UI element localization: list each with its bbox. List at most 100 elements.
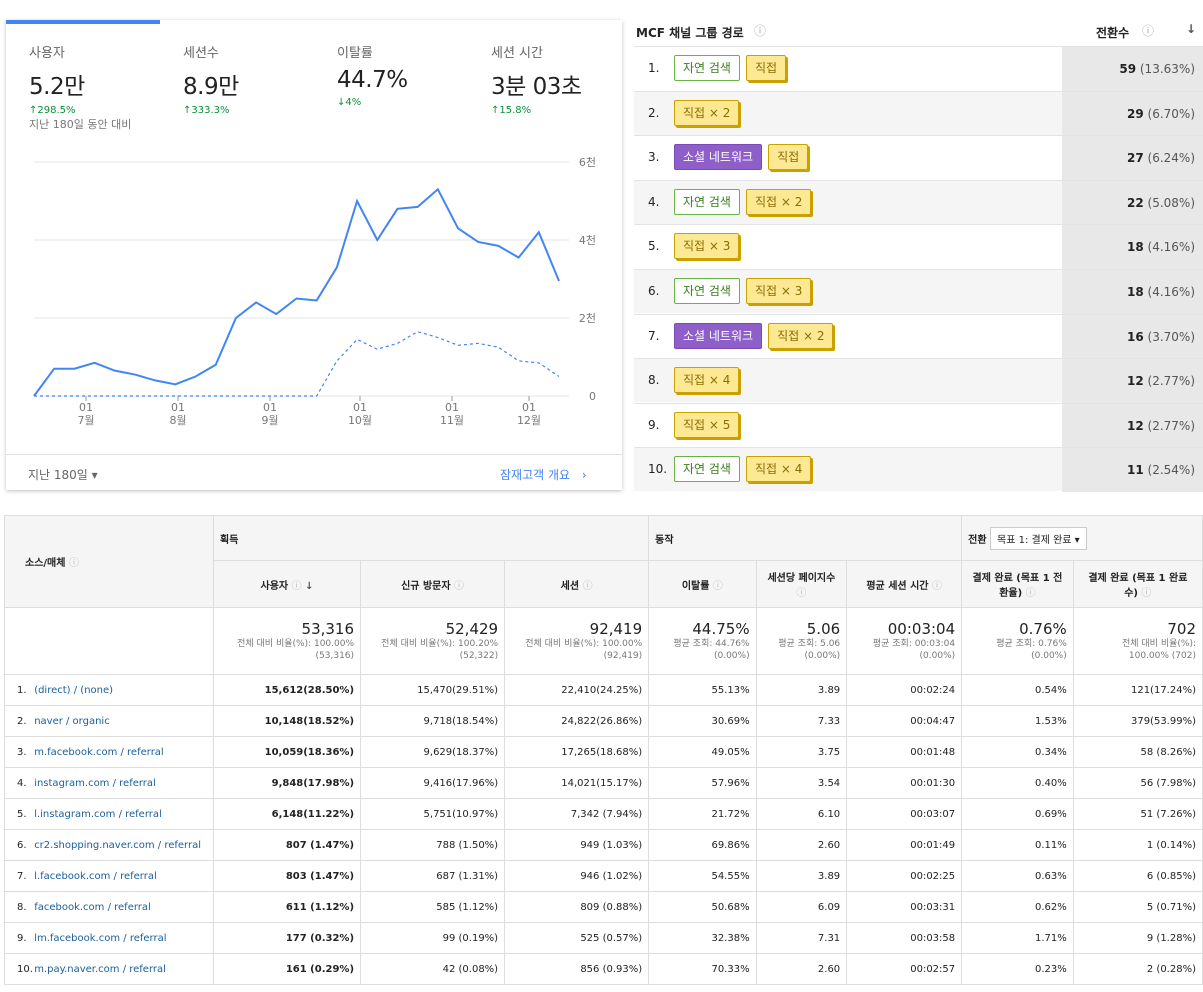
audience-overview-link[interactable]: 잠재고객 개요 › <box>500 466 587 483</box>
source-link[interactable]: (direct) / (none) <box>34 684 114 696</box>
mcf-path-header: MCF 채널 그룹 경로 <box>636 26 744 40</box>
table-cell: 0.40% <box>961 767 1074 799</box>
row-number: 8. <box>17 901 27 913</box>
help-icon[interactable]: ⓘ <box>1025 588 1036 599</box>
mcf-row[interactable]: 7. 소셜 네트워크 직접 × 2 16 (3.70%) <box>634 313 1203 359</box>
mcf-row[interactable]: 5. 직접 × 3 18 (4.16%) <box>634 224 1203 270</box>
channel-chip: 자연 검색 <box>674 456 740 483</box>
help-icon[interactable]: ⓘ <box>68 558 79 569</box>
col-header-label: 평균 세션 시간 <box>866 580 929 592</box>
help-icon[interactable]: ⓘ <box>754 24 767 38</box>
x-tick-bottom: 10월 <box>348 414 372 427</box>
col-header[interactable]: 세션당 페이지수 ⓘ <box>755 560 848 608</box>
col-header[interactable]: 평균 세션 시간 ⓘ <box>846 560 963 608</box>
conversion-count: 22 <box>1126 195 1144 210</box>
metric-0[interactable]: 사용자 5.2만 ↑298.5% 지난 180일 동안 대비 <box>6 22 160 142</box>
x-tick-top: 01 <box>445 401 459 414</box>
table-row: 2. naver / organic 10,148(18.52%) 9,718(18… <box>4 705 1203 737</box>
sort-desc-icon[interactable]: ↓ <box>1186 22 1197 36</box>
channel-chip: 소셜 네트워크 <box>674 144 763 171</box>
mcf-row[interactable]: 9. 직접 × 5 12 (2.77%) <box>634 402 1203 448</box>
group-behavior: 동작 <box>648 515 963 561</box>
col-header[interactable]: 신규 방문자 ⓘ <box>360 560 506 608</box>
mcf-row[interactable]: 6. 자연 검색 직접 × 3 18 (4.16%) <box>634 269 1203 314</box>
total-value: 5.06 <box>806 620 841 638</box>
channel-path: 자연 검색 직접 × 3 <box>674 278 812 304</box>
sort-desc-icon[interactable]: ↓ <box>305 580 314 592</box>
source-link[interactable]: l.instagram.com / referral <box>34 808 162 820</box>
source-link[interactable]: m.pay.naver.com / referral <box>34 963 166 975</box>
channel-chip: 직접 × 5 <box>674 411 740 438</box>
help-icon[interactable]: ⓘ <box>796 588 807 599</box>
help-icon[interactable]: ⓘ <box>1141 588 1152 599</box>
source-link[interactable]: cr2.shopping.naver.com / referral <box>34 839 202 851</box>
table-cell: 00:01:48 <box>846 736 963 768</box>
x-tick-bottom: 9월 <box>261 414 278 427</box>
mcf-conv-header[interactable]: 전환수 <box>1096 26 1130 40</box>
channel-path: 소셜 네트워크 직접 × 2 <box>674 322 834 349</box>
table-cell: 5,751(10.97%) <box>360 798 506 830</box>
table-cell: 2 (0.28%) <box>1072 953 1203 985</box>
date-range-dropdown[interactable]: 지난 180일 ▾ <box>28 468 98 482</box>
row-number: 10. <box>648 462 668 477</box>
goal-select[interactable]: 목표 1: 결제 완료 ▾ <box>990 526 1087 550</box>
help-icon[interactable]: ⓘ <box>712 580 723 592</box>
col-header[interactable]: 결제 완료 (목표 1 완료 수) ⓘ <box>1072 560 1203 608</box>
metric-3[interactable]: 세션 시간 3분 03초 ↑15.8% <box>468 22 622 142</box>
channel-chip: 소셜 네트워크 <box>674 322 763 349</box>
metric-1[interactable]: 세션수 8.9만 ↑333.3% <box>160 22 314 142</box>
table-row: 7. l.facebook.com / referral 803 (1.47%) 6… <box>4 860 1203 892</box>
mcf-row[interactable]: 2. 직접 × 2 29 (6.70%) <box>634 90 1203 136</box>
mcf-row[interactable]: 3. 소셜 네트워크 직접 27 (6.24%) <box>634 135 1203 181</box>
help-icon[interactable]: ⓘ <box>1142 24 1155 38</box>
total-value: 92,419 <box>589 620 643 638</box>
source-link[interactable]: facebook.com / referral <box>34 901 151 913</box>
source-link[interactable]: l.facebook.com / referral <box>34 870 157 882</box>
metric-value: 44.7% <box>337 67 408 93</box>
table-cell: 9,629(18.37%) <box>360 736 506 768</box>
col-header-label: 신규 방문자 <box>401 580 451 592</box>
mcf-row[interactable]: 4. 자연 검색 직접 × 2 22 (5.08%) <box>634 179 1203 225</box>
row-number: 8. <box>648 373 660 388</box>
col-header[interactable]: 세션 ⓘ <box>504 560 650 608</box>
col-header[interactable]: 이탈률 ⓘ <box>648 560 757 608</box>
table-cell: 42 (0.08%) <box>360 953 506 985</box>
col-header-label: 결제 완료 (목표 1 전환율) <box>972 573 1063 599</box>
conversion-cell: 12 (2.77%) <box>1062 359 1203 404</box>
table-cell: 788 (1.50%) <box>360 829 506 861</box>
col-header[interactable]: 사용자 ⓘ ↓ <box>212 560 362 608</box>
source-link[interactable]: naver / organic <box>34 715 110 727</box>
help-icon[interactable]: ⓘ <box>291 580 302 592</box>
conversion-pct: (5.08%) <box>1147 195 1195 210</box>
channel-chip: 직접 × 2 <box>745 188 812 215</box>
source-link[interactable]: lm.facebook.com / referral <box>34 932 167 944</box>
audience-overview-label: 잠재고객 개요 <box>500 468 571 482</box>
channel-chip: 직접 × 3 <box>745 278 812 304</box>
col-header[interactable]: 결제 완료 (목표 1 전환율) ⓘ <box>961 560 1074 608</box>
total-cell: 5.06 평균 조회: 5.06 (0.00%) <box>755 607 848 675</box>
x-tick-bottom: 7월 <box>77 414 94 427</box>
metric-2[interactable]: 이탈률 44.7% ↓4% <box>314 22 468 142</box>
source-link[interactable]: m.facebook.com / referral <box>34 746 164 758</box>
conversion-cell: 11 (2.54%) <box>1062 448 1203 493</box>
table-row: 10. m.pay.naver.com / referral 161 (0.29%… <box>4 953 1203 985</box>
mcf-row[interactable]: 10. 자연 검색 직접 × 4 11 (2.54%) <box>634 447 1203 493</box>
source-link[interactable]: instagram.com / referral <box>34 777 156 789</box>
help-icon[interactable]: ⓘ <box>454 580 465 592</box>
table-row: 3. m.facebook.com / referral 10,059(18.36… <box>4 736 1203 768</box>
mcf-row[interactable]: 8. 직접 × 4 12 (2.77%) <box>634 358 1203 404</box>
help-icon[interactable]: ⓘ <box>931 580 942 592</box>
series-line-solid <box>33 187 560 397</box>
help-icon[interactable]: ⓘ <box>582 580 593 592</box>
table-cell: 14,021(15.17%) <box>504 767 650 799</box>
source-cell: 1. (direct) / (none) <box>4 674 214 706</box>
table-cell: 00:02:25 <box>846 860 963 892</box>
source-cell: 6. cr2.shopping.naver.com / referral <box>4 829 214 861</box>
x-tick-top: 01 <box>263 401 277 414</box>
mcf-row[interactable]: 1. 자연 검색 직접 59 (13.63%) <box>634 46 1203 91</box>
x-tick-top: 01 <box>522 401 536 414</box>
conversion-cell: 18 (4.16%) <box>1062 225 1203 270</box>
x-tick-top: 01 <box>353 401 367 414</box>
table-cell: 21.72% <box>648 798 757 830</box>
